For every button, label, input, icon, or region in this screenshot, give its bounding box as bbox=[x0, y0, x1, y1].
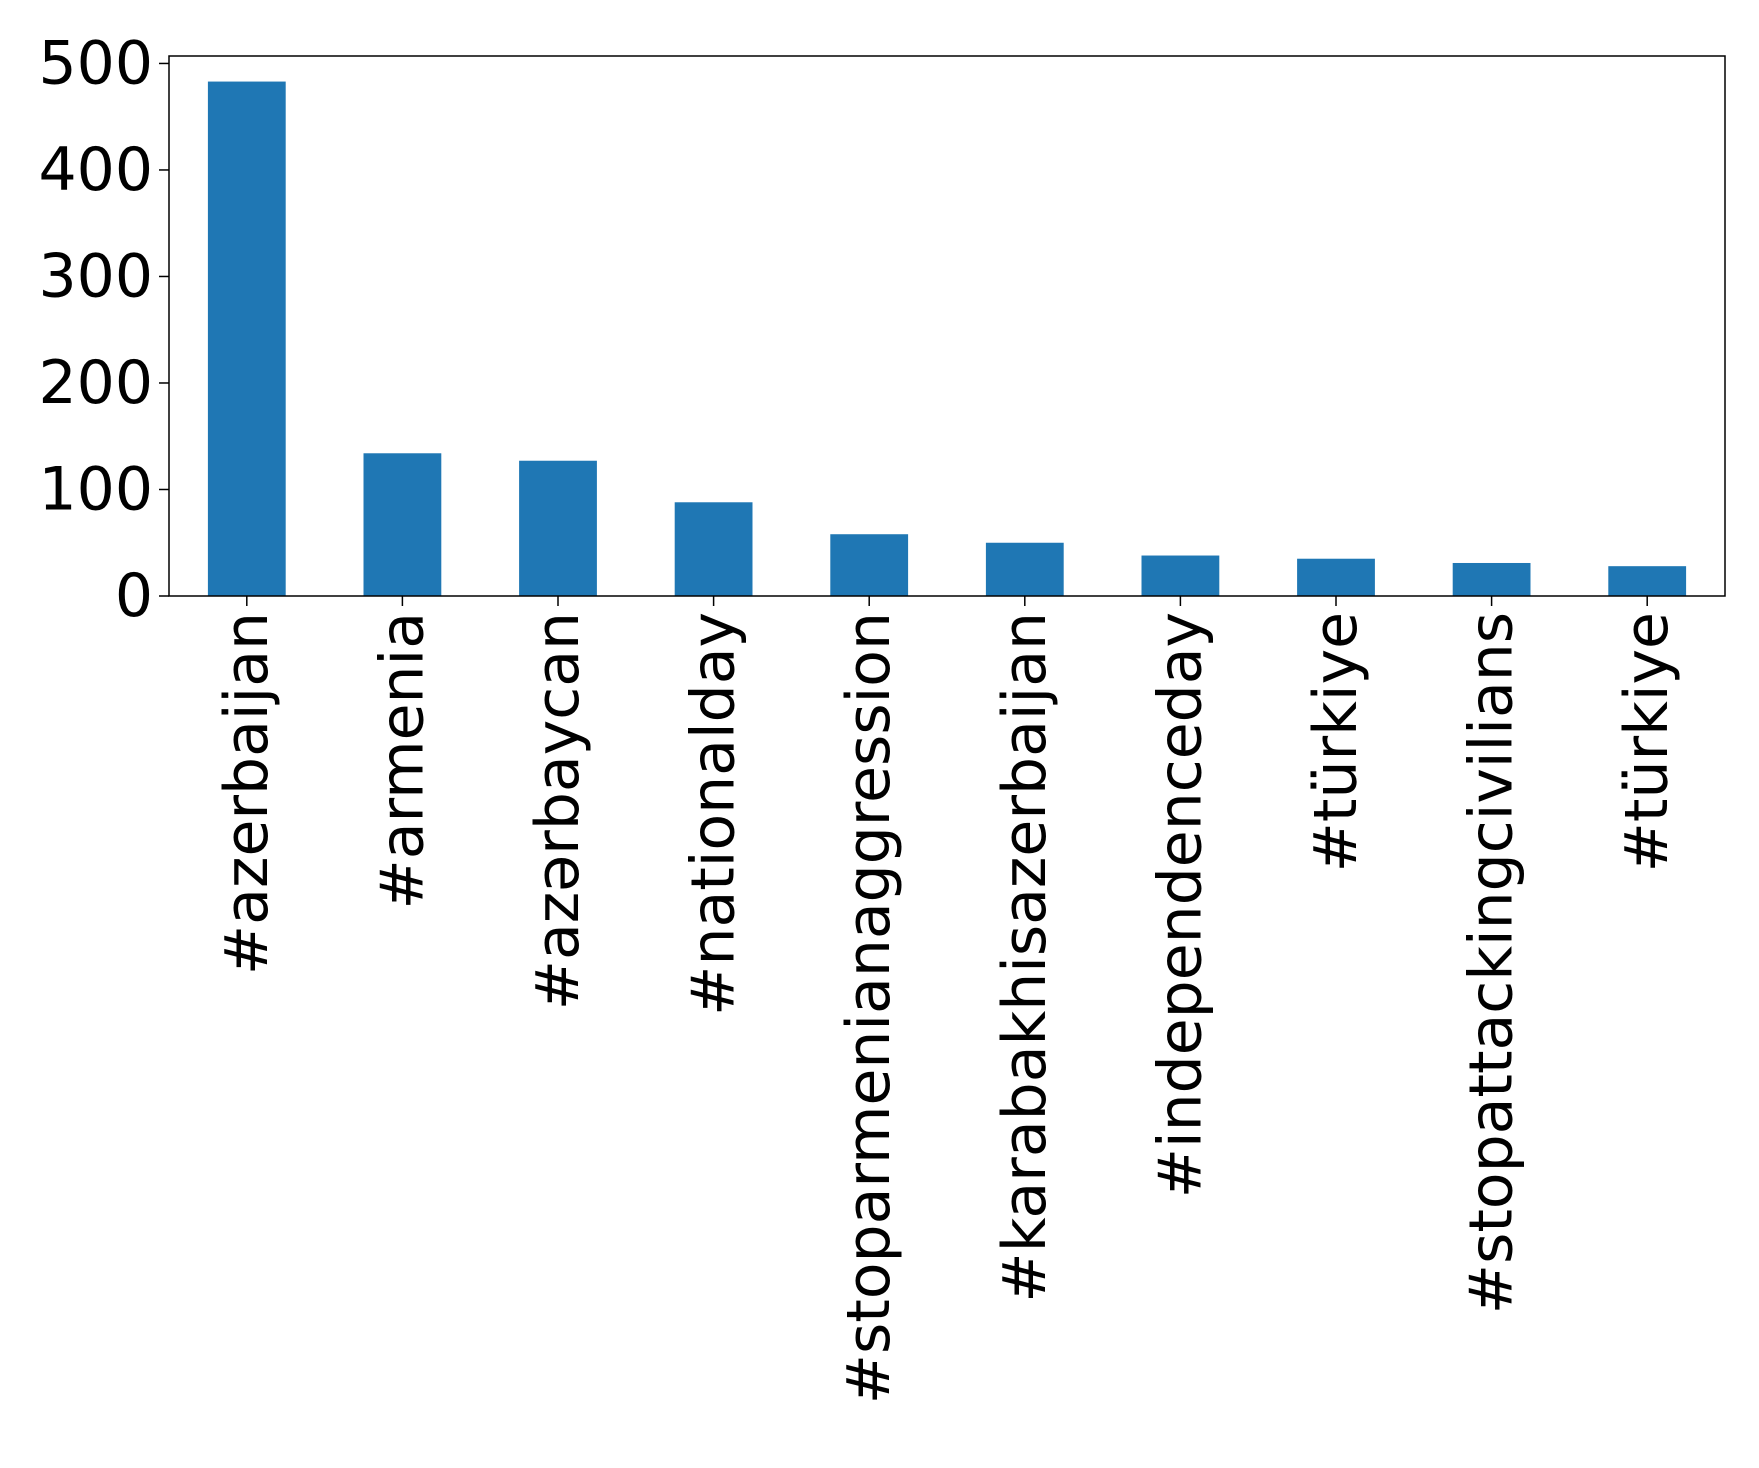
bars-group bbox=[207, 81, 1687, 596]
x-tick-label: #stoparmenianaggression bbox=[834, 612, 904, 1404]
bar bbox=[1452, 562, 1531, 596]
bar bbox=[519, 460, 597, 596]
y-axis: 0 100 200 300 400 500 bbox=[38, 28, 169, 631]
bar bbox=[363, 453, 442, 596]
x-tick-label: #nationalday bbox=[679, 612, 749, 1016]
x-tick-label: #karabakhisazerbaijan bbox=[990, 612, 1060, 1303]
bar bbox=[674, 502, 753, 596]
x-tick-label: #armenia bbox=[367, 612, 437, 909]
x-tick-label: #türkiye bbox=[1301, 612, 1371, 872]
y-tick-label: 100 bbox=[38, 454, 153, 524]
bar bbox=[207, 81, 286, 596]
y-tick-label: 200 bbox=[38, 348, 153, 418]
y-tick-label: 300 bbox=[38, 241, 153, 311]
bar bbox=[1297, 558, 1375, 596]
bar bbox=[1141, 555, 1220, 596]
bar bbox=[985, 542, 1064, 596]
x-axis: #azerbaijan #armenia #azərbaycan #nationald… bbox=[212, 596, 1682, 1404]
x-tick-label: #independenceday bbox=[1145, 612, 1215, 1198]
x-tick-label: #azərbaycan bbox=[523, 612, 593, 1010]
bar bbox=[830, 534, 909, 596]
x-tick-label: #türkiye bbox=[1612, 612, 1682, 872]
y-tick-label: 400 bbox=[38, 135, 153, 205]
x-tick-label: #stopattackingcivilians bbox=[1457, 612, 1527, 1314]
bar bbox=[1608, 566, 1687, 596]
x-tick-label: #azerbaijan bbox=[212, 612, 282, 975]
y-tick-label: 500 bbox=[38, 28, 153, 98]
y-tick-label: 0 bbox=[115, 561, 153, 631]
plot-frame bbox=[168, 55, 1726, 597]
